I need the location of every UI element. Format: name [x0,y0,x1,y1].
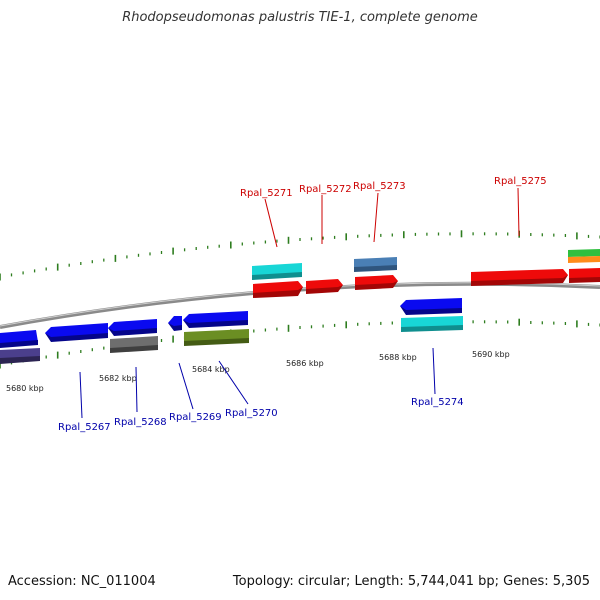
gene-rpal-5270-olive[interactable] [184,329,249,346]
gene-label-rpal-5267[interactable]: Rpal_5267 [58,422,111,433]
leader-line-rpal-5274 [432,347,436,395]
gene-next-red[interactable] [569,268,600,283]
topology-info-text: Topology: circular; Length: 5,744,041 bp… [232,574,590,589]
gene-rpal-5273[interactable] [355,275,398,290]
gene-rpal-5269[interactable] [168,316,182,331]
gene-next-green[interactable] [568,249,600,257]
leader-line-rpal-5267 [79,371,83,419]
scale-label-5680: 5680 kbp [6,384,44,393]
gene-next-orange[interactable] [568,256,600,263]
gene-label-rpal-5271[interactable]: Rpal_5271 [240,188,293,199]
gene-rpal-5267[interactable] [45,323,108,342]
gene-rpal-5275[interactable] [471,269,568,286]
scale-label-5688: 5688 kbp [379,353,417,362]
leader-line-rpal-5273 [373,192,379,243]
gene-label-rpal-5275[interactable]: Rpal_5275 [494,176,547,187]
leader-line-rpal-5268 [135,366,138,413]
scale-label-5682: 5682 kbp [99,374,137,383]
gene-rpal-5266-slate[interactable] [0,348,40,364]
gene-label-rpal-5270[interactable]: Rpal_5270 [225,408,278,419]
gene-label-rpal-5268[interactable]: Rpal_5268 [114,417,167,428]
gene-rpal-5272[interactable] [306,279,343,294]
leader-line-rpal-5271 [264,198,278,248]
gene-rpal-5274-cyan[interactable] [401,316,463,332]
gene-rpal-5274[interactable] [400,298,462,315]
gene-rpal-5271-cyan[interactable] [252,263,302,280]
gene-label-rpal-5269[interactable]: Rpal_5269 [169,412,222,423]
gene-label-rpal-5272[interactable]: Rpal_5272 [299,184,352,195]
gene-label-rpal-5274[interactable]: Rpal_5274 [411,397,464,408]
scale-label-5686: 5686 kbp [286,359,324,368]
leader-line-rpal-5269 [178,362,194,410]
gene-rpal-5270[interactable] [183,311,248,328]
gene-rpal-5273-blue[interactable] [354,257,397,272]
gene-rpal-5266[interactable] [0,330,38,348]
leader-line-rpal-5270 [218,360,249,405]
gene-label-rpal-5273[interactable]: Rpal_5273 [353,181,406,192]
accession-text: Accession: NC_011004 [8,574,156,589]
tick-marks-top [0,230,600,281]
scale-label-5690: 5690 kbp [472,350,510,359]
gene-rpal-5268-gray[interactable] [110,336,158,353]
gene-rpal-5271[interactable] [253,281,303,298]
gene-rpal-5268[interactable] [108,319,157,336]
scale-label-5684: 5684 kbp [192,365,230,374]
genome-title: Rhodopseudomonas palustris TIE-1, comple… [122,10,478,25]
leader-line-rpal-5275 [517,187,520,237]
